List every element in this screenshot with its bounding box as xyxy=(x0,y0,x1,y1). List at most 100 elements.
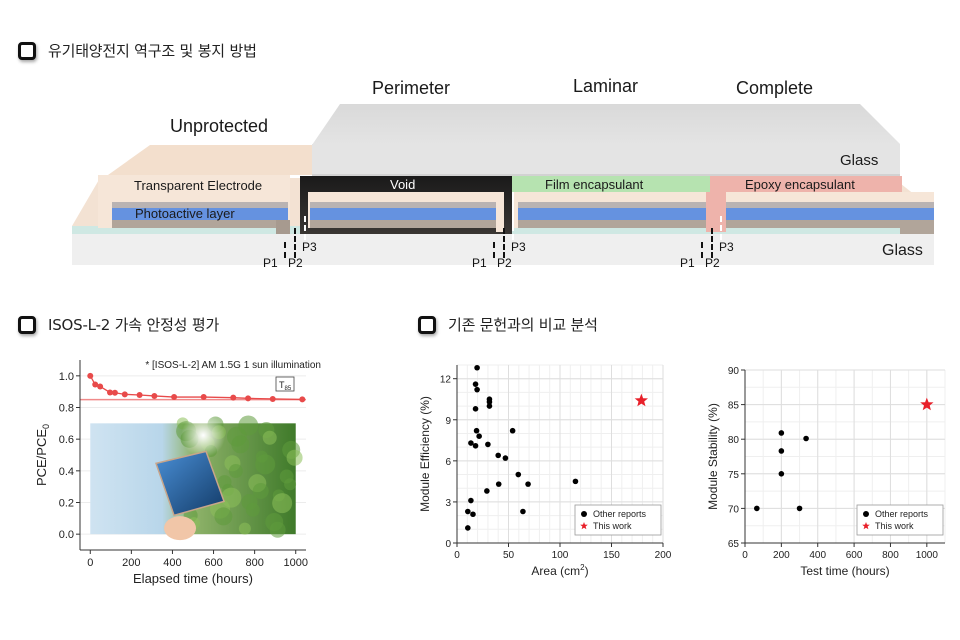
label-film-encapsulant: Film encapsulant xyxy=(545,177,644,192)
stability-chart: 0.0 0.2 0.4 0.6 0.8 1.0 0 200 400 600 800 1000 Elaps… xyxy=(34,360,321,586)
svg-text:0.0: 0.0 xyxy=(59,529,74,541)
scribe-p1-line xyxy=(284,242,286,258)
data-point xyxy=(465,525,471,531)
data-point xyxy=(472,381,479,387)
svg-text:0: 0 xyxy=(742,550,748,561)
svg-text:1000: 1000 xyxy=(916,550,939,561)
data-point xyxy=(754,505,760,512)
data-point xyxy=(520,508,526,515)
svg-text:0.6: 0.6 xyxy=(59,434,74,446)
data-point xyxy=(572,478,579,485)
svg-text:65: 65 xyxy=(728,539,740,550)
scribe-p3: P3 xyxy=(719,240,734,254)
svg-text:80: 80 xyxy=(728,435,740,446)
data-point xyxy=(121,391,128,398)
data-point xyxy=(87,372,94,379)
stability-scatter-chart: 65 70 75 80 85 90 0 200 400 600 800 1000 Test time (… xyxy=(706,366,946,578)
label-photoactive-layer: Photoactive layer xyxy=(135,206,235,221)
data-point xyxy=(269,395,276,402)
chart-legend: Other reports This work xyxy=(574,504,662,536)
data-point xyxy=(476,433,482,439)
svg-text:Other reports: Other reports xyxy=(875,509,929,519)
checkbox-icon xyxy=(18,315,36,334)
data-point xyxy=(470,511,476,518)
label-top-glass: Glass xyxy=(840,152,879,169)
svg-text:3: 3 xyxy=(445,498,451,509)
svg-text:Other reports: Other reports xyxy=(593,509,647,519)
section-title: 기존 문헌과의 비교 분석 xyxy=(448,316,598,334)
data-point xyxy=(474,364,480,371)
this-work-point xyxy=(634,393,648,407)
data-point xyxy=(468,497,474,504)
data-point xyxy=(151,392,158,399)
module-photo xyxy=(90,413,303,541)
svg-text:100: 100 xyxy=(552,550,569,561)
data-point xyxy=(502,455,509,461)
chart-legend: Other reports This work xyxy=(856,504,944,536)
scribe-p3-line xyxy=(304,216,306,240)
checkbox-icon xyxy=(18,41,36,60)
x-axis-label: Elapsed time (hours) xyxy=(133,571,253,586)
svg-text:50: 50 xyxy=(503,550,515,561)
scribe-p2-line xyxy=(711,228,713,258)
data-point xyxy=(509,427,516,434)
data-point xyxy=(171,394,178,401)
data-point xyxy=(97,383,104,390)
svg-text:This work: This work xyxy=(593,521,632,531)
data-point xyxy=(92,381,99,388)
svg-text:0: 0 xyxy=(87,557,93,569)
data-point xyxy=(200,394,207,401)
scribe-p1-line xyxy=(701,242,703,258)
efficiency-scatter-chart: 0 3 6 9 12 0 50 100 150 200 Area (cm2) Module Effic… xyxy=(418,364,672,578)
svg-text:9: 9 xyxy=(445,416,451,427)
section-header-comparison: 기존 문헌과의 비교 분석 xyxy=(418,314,598,335)
data-point xyxy=(778,448,785,454)
label-void: Void xyxy=(390,177,416,192)
y-axis-label: Module Efficiency (%) xyxy=(418,396,432,512)
svg-text:800: 800 xyxy=(245,557,263,569)
data-point xyxy=(245,395,252,402)
data-point xyxy=(465,508,471,515)
svg-text:0.4: 0.4 xyxy=(59,466,74,478)
y-axis-label: Module Stability (%) xyxy=(706,403,720,510)
svg-text:150: 150 xyxy=(603,550,620,561)
svg-text:90: 90 xyxy=(728,366,740,377)
data-point xyxy=(486,399,493,405)
this-work-point xyxy=(920,397,934,411)
label-epoxy-encapsulant: Epoxy encapsulant xyxy=(745,177,855,192)
scribe-p2: P2 xyxy=(705,256,720,270)
data-point xyxy=(803,435,809,442)
svg-text:0.8: 0.8 xyxy=(59,403,74,415)
data-point xyxy=(495,452,501,459)
scribe-p1-line xyxy=(493,242,495,258)
scribe-p2: P2 xyxy=(497,256,512,270)
device-stack-svg xyxy=(72,104,934,265)
data-point xyxy=(299,396,306,403)
svg-text:This work: This work xyxy=(875,521,914,531)
svg-text:200: 200 xyxy=(122,557,140,569)
data-point xyxy=(106,389,113,396)
data-point xyxy=(111,389,118,396)
data-point xyxy=(778,430,785,436)
label-complete: Complete xyxy=(736,78,814,98)
data-point xyxy=(484,488,490,494)
section-header-structure: 유기태양전지 역구조 및 봉지 방법 xyxy=(18,40,257,61)
label-unprotected: Unprotected xyxy=(170,116,269,136)
section-title: ISOS-L-2 가속 안정성 평가 xyxy=(48,316,220,334)
svg-text:200: 200 xyxy=(655,550,672,561)
svg-text:800: 800 xyxy=(882,550,899,561)
label-laminar: Laminar xyxy=(573,76,639,96)
scribe-p1: P1 xyxy=(680,256,695,270)
annotation: * [ISOS-L-2] AM 1.5G 1 sun illumination xyxy=(145,360,321,371)
scribe-p3: P3 xyxy=(302,240,317,254)
scribe-p3: P3 xyxy=(511,240,526,254)
scribe-p3-line xyxy=(720,216,722,240)
svg-text:70: 70 xyxy=(728,504,740,515)
data-point xyxy=(473,427,480,434)
svg-text:85: 85 xyxy=(728,401,740,412)
section-header-stability: ISOS-L-2 가속 안정성 평가 xyxy=(18,314,219,335)
data-point xyxy=(472,442,479,449)
data-point xyxy=(136,391,143,398)
svg-text:400: 400 xyxy=(809,550,826,561)
label-bottom-glass: Glass xyxy=(882,242,923,259)
